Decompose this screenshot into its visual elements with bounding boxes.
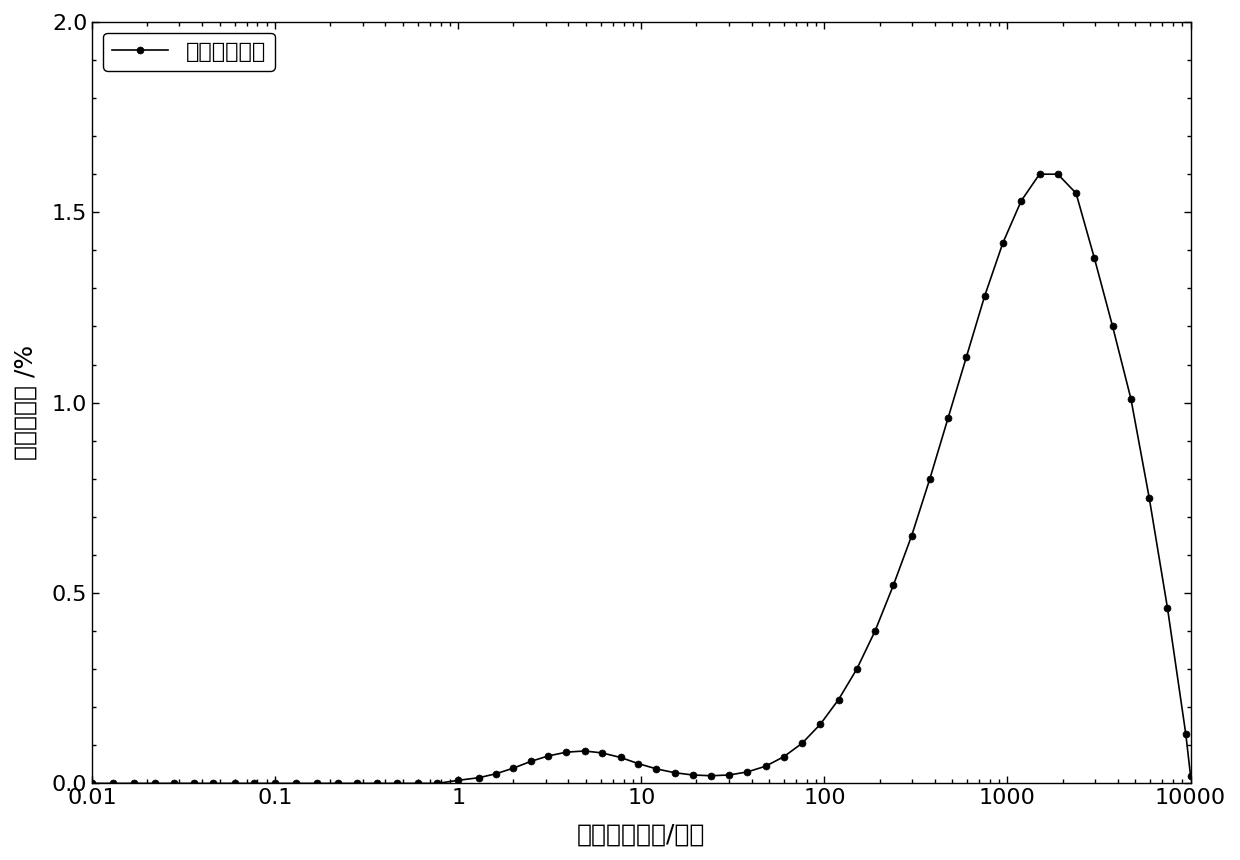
X-axis label: 横向弛豫时间/毫秒: 横向弛豫时间/毫秒 — [577, 822, 706, 846]
Y-axis label: 孔隙度分量 /%: 孔隙度分量 /% — [14, 345, 38, 460]
Legend: 完全含水状态: 完全含水状态 — [103, 33, 274, 71]
